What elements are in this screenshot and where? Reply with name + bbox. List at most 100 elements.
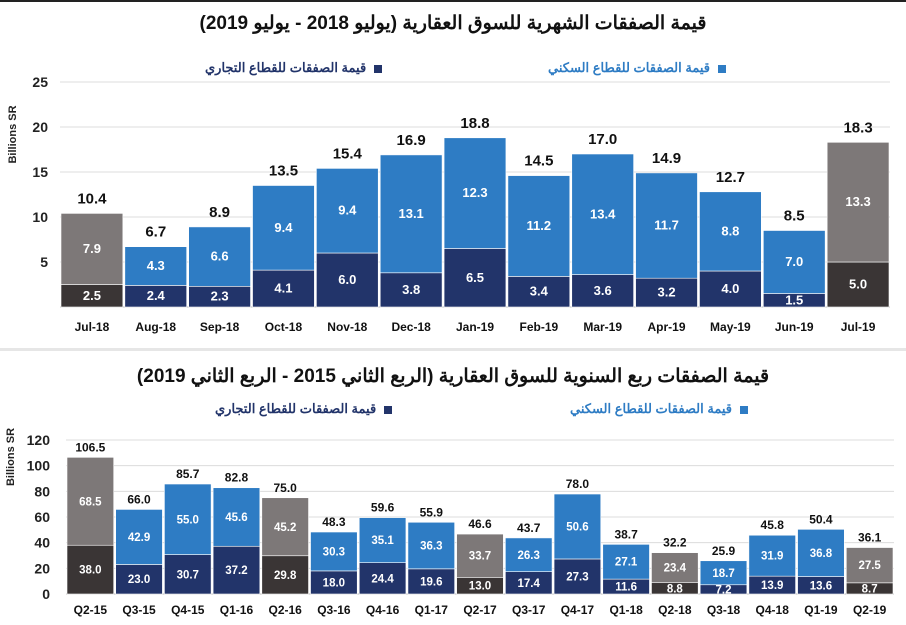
data-label-residential: 18.7 [712,568,734,580]
data-label-residential: 27.1 [615,557,638,569]
bar-commercial [115,564,163,595]
x-tick-label: Mar-19 [583,320,622,334]
data-label-residential: 55.0 [177,514,199,526]
bar-residential [845,547,894,584]
data-label-residential: 36.3 [420,541,442,553]
bar-commercial [212,545,261,595]
legend-swatch [740,405,748,414]
data-label-residential: 50.6 [566,521,588,533]
bar-residential [699,191,762,272]
data-label-total: 32.2 [663,536,687,550]
x-tick-label: Jul-19 [841,320,876,334]
data-label-total: 18.8 [460,115,489,132]
x-tick-label: Q2-15 [74,603,108,617]
data-label-commercial: 27.3 [566,571,588,583]
x-tick-label: Dec-18 [391,320,431,334]
data-label-total: 78.0 [566,477,590,491]
legend-swatch [384,405,393,414]
data-label-residential: 26.3 [518,550,540,562]
data-label-commercial: 11.6 [615,582,637,594]
bar-residential [379,154,443,274]
y-tick-label: 25 [32,74,48,90]
bar-commercial [261,555,309,595]
data-label-commercial: 3.4 [530,284,549,299]
data-label-total: 8.5 [784,208,805,225]
bar-residential [571,153,634,275]
x-tick-label: Sep-18 [200,320,240,334]
x-tick-label: Q3-16 [317,603,351,617]
legend-commercial: قيمة الصفقات للقطاع التجاري [215,401,393,417]
bar-residential [407,521,455,570]
legend-residential: قيمة الصفقات للقطاع السكني [548,60,726,76]
data-label-total: 14.9 [652,150,681,167]
data-label-total: 17.0 [588,131,617,148]
data-label-commercial: 4.1 [274,281,292,296]
data-label-total: 10.4 [77,190,107,207]
y-tick-label: 0 [42,586,50,602]
data-label-residential: 42.9 [128,532,150,544]
x-tick-label: Q3-18 [707,603,741,617]
data-label-commercial: 13.9 [761,580,783,592]
data-label-commercial: 38.0 [79,565,101,577]
bar-commercial [443,248,507,308]
y-axis-label: Billions SR [5,428,17,486]
monthly-chart-panel: قيمة الصفقات الشهرية للسوق العقارية (يول… [0,0,906,334]
y-axis-label: Billions SR [7,105,19,163]
x-tick-label: Q3-17 [512,603,546,617]
x-tick-label: Apr-19 [648,320,686,334]
bar-residential [261,497,309,557]
data-label-commercial: 6.0 [338,272,356,287]
bar-residential [443,137,507,249]
bar-residential [310,531,358,572]
y-tick-label: 40 [34,535,50,551]
y-tick-label: 20 [34,560,50,576]
data-label-commercial: 19.6 [420,576,442,588]
bar-residential [66,457,115,546]
data-label-residential: 30.3 [323,546,345,558]
y-tick-label: 15 [32,164,48,180]
legend-label: قيمة الصفقات للقطاع التجاري [215,401,377,416]
bar-residential [358,517,407,563]
data-label-total: 59.6 [371,501,395,515]
bar-residential [316,168,379,254]
data-label-total: 75.0 [273,481,297,495]
x-tick-label: Q2-16 [268,603,302,617]
data-label-commercial: 6.5 [466,270,484,285]
data-label-total: 66.0 [127,492,151,506]
bar-residential [553,493,602,560]
data-label-residential: 11.2 [527,218,552,233]
bar-residential [507,175,571,277]
x-tick-label: Q4-15 [171,603,205,617]
x-tick-label: Jun-19 [775,320,814,334]
data-label-commercial: 7.2 [716,584,732,596]
data-label-total: 15.4 [333,145,363,162]
data-label-total: 38.7 [614,527,638,541]
data-label-residential: 13.4 [590,206,616,221]
data-label-total: 18.3 [843,119,872,136]
data-label-total: 8.9 [209,204,230,221]
data-label-commercial: 3.8 [402,282,420,297]
data-label-commercial: 23.0 [128,574,150,586]
data-label-commercial: 3.6 [594,283,612,298]
data-label-total: 46.6 [468,517,492,531]
bar-residential [505,537,553,572]
data-label-commercial: 17.4 [518,578,541,590]
bar-residential [699,560,748,586]
legend-label: قيمة الصفقات للقطاع السكني [548,60,710,75]
data-label-commercial: 30.7 [177,569,199,581]
bar-residential [188,226,251,287]
data-label-residential: 8.8 [721,223,739,238]
x-tick-label: Q2-19 [853,603,887,617]
data-label-residential: 7.0 [785,254,803,269]
legend-commercial: قيمة الصفقات للقطاع التجاري [205,60,383,76]
y-tick-label: 10 [32,209,48,225]
y-tick-label: 5 [40,254,48,270]
data-label-commercial: 2.3 [211,289,229,304]
data-label-residential: 7.9 [83,241,101,256]
bar-residential [252,185,315,271]
x-tick-label: Jan-19 [456,320,494,334]
x-tick-label: Q3-15 [122,603,156,617]
monthly-bar-chart: 5 10 15 20 25 Billions SR 2.5 7.9 10.4 Jul-18 2.4 4… [7,74,890,334]
bar-commercial [407,568,455,595]
data-label-total: 55.9 [420,505,444,519]
